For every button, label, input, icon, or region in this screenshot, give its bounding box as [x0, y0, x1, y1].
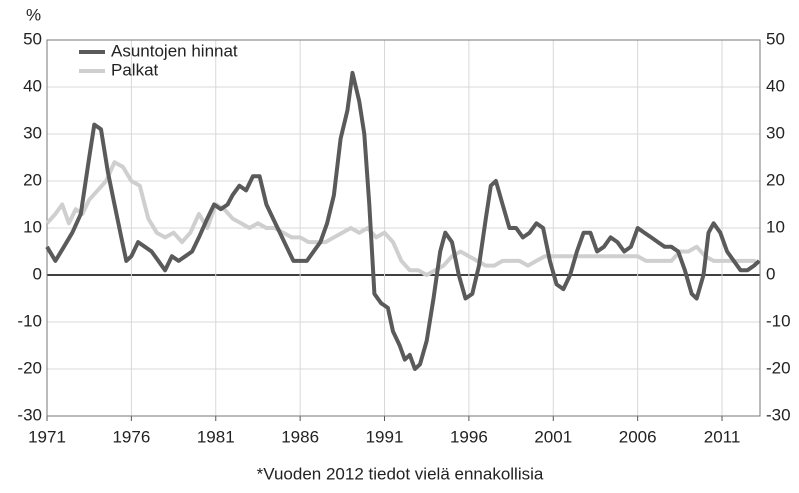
x-tick-label: 2001 [534, 427, 572, 446]
y2-tick-label: 40 [766, 76, 785, 95]
y2-tick-label: 20 [766, 170, 785, 189]
legend-label: Palkat [111, 60, 159, 79]
x-tick-label: 1976 [112, 427, 150, 446]
legend-label: Asuntojen hinnat [111, 41, 238, 60]
plot-border [46, 39, 761, 417]
y2-tick-label: 0 [766, 264, 775, 283]
x-tick-label: 2006 [619, 427, 657, 446]
y-tick-label: 40 [23, 76, 42, 95]
y-tick-label: -10 [17, 311, 42, 330]
y-tick-label: -20 [17, 358, 42, 377]
y2-tick-label: 50 [766, 29, 785, 48]
y-tick-label: -30 [17, 405, 42, 424]
y-tick-label: 0 [33, 264, 42, 283]
x-tick-label: 1986 [281, 427, 319, 446]
footnote: *Vuoden 2012 tiedot vielä ennakollisia [257, 464, 544, 483]
x-tick-label: 2011 [704, 427, 741, 446]
x-tick-label: 1991 [366, 427, 404, 446]
y-axis-label: % [26, 5, 41, 24]
y-tick-label: 10 [23, 217, 42, 236]
y2-tick-label: -30 [766, 405, 791, 424]
y-tick-label: 50 [23, 29, 42, 48]
x-tick-label: 1981 [197, 427, 235, 446]
y2-tick-label: -10 [766, 311, 791, 330]
y-tick-label: 20 [23, 170, 42, 189]
y2-tick-label: -20 [766, 358, 791, 377]
y2-tick-label: 30 [766, 123, 785, 142]
series-line [45, 160, 756, 277]
x-tick-label: 1996 [450, 427, 488, 446]
series-line [45, 70, 761, 371]
y2-tick-label: 10 [766, 217, 785, 236]
y-tick-label: 30 [23, 123, 42, 142]
x-tick-label: 1971 [28, 427, 66, 446]
